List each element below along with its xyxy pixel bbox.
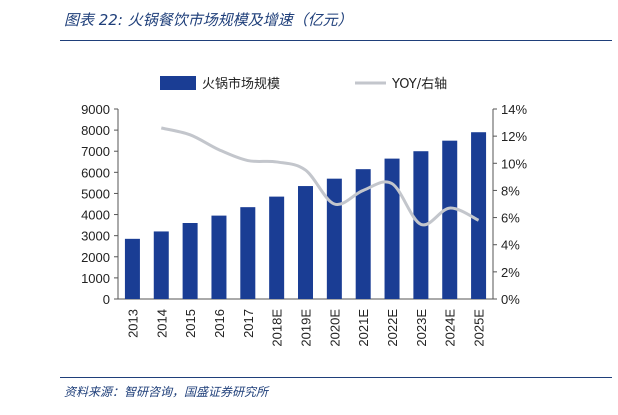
y-left-tick-label: 5000: [81, 186, 110, 201]
y-right-tick-label: 10%: [501, 156, 527, 171]
y-right-tick-label: 8%: [501, 183, 520, 198]
y-right-tick-label: 14%: [501, 102, 527, 117]
y-right-tick-label: 4%: [501, 238, 520, 253]
y-right-tick-label: 6%: [501, 211, 520, 226]
y-right-tick-label: 2%: [501, 265, 520, 280]
legend-line-label: YOY/右轴: [391, 77, 447, 92]
legend: 火锅市场规模 YOY/右轴: [160, 76, 447, 92]
x-tick-label: 2020E: [327, 309, 342, 347]
bar: [240, 207, 256, 299]
bar: [124, 238, 140, 299]
y-left-tick-label: 7000: [81, 144, 110, 159]
axes: 0 1000 2000 3000 4000 5000 6000 7000 8000 9000 0% 2…: [81, 102, 527, 347]
y-left-tick-label: 8000: [81, 123, 110, 138]
y-right-tick-label: 12%: [501, 129, 527, 144]
bars: [124, 132, 487, 299]
bar: [384, 158, 400, 299]
title-rule: [60, 40, 612, 41]
y-left-tick-label: 1000: [81, 271, 110, 286]
y-left-tick-label: 6000: [81, 165, 110, 180]
x-tick-label: 2015: [183, 309, 198, 338]
legend-bar-label: 火锅市场规模: [202, 76, 280, 92]
x-tick-label: 2024E: [443, 309, 458, 347]
bar: [355, 169, 371, 299]
legend-bar-swatch: [160, 76, 196, 90]
bar: [182, 223, 198, 299]
x-tick-label: 2013: [125, 309, 140, 338]
x-tick-label: 2014: [154, 309, 169, 338]
bar: [269, 196, 285, 299]
bar: [471, 132, 487, 299]
y-left-tick-label: 2000: [81, 250, 110, 265]
x-tick-label: 2022E: [385, 309, 400, 347]
bar: [153, 231, 169, 299]
y-left-tick-label: 4000: [81, 208, 110, 223]
x-tick-label: 2021E: [356, 309, 371, 347]
y-left-tick-label: 3000: [81, 229, 110, 244]
bar: [211, 215, 227, 299]
bar: [442, 140, 458, 299]
yoy-series-line: [160, 126, 480, 227]
bar: [298, 186, 313, 299]
x-tick-label: 2017: [241, 309, 256, 338]
x-tick-label: 2025E: [472, 309, 487, 347]
y-right-tick-label: 0%: [501, 292, 520, 307]
source-rule: [60, 377, 612, 378]
bar: [326, 178, 342, 299]
figure-title: 图表 22: 火锅餐饮市场规模及增速（亿元）: [64, 11, 353, 29]
figure-source: 资料来源：智研咨询，国盛证券研究所: [64, 385, 269, 399]
x-tick-label: 2016: [212, 309, 227, 338]
x-tick-label: 2018E: [270, 309, 285, 347]
x-tick-label: 2019E: [299, 309, 314, 347]
x-tick-label: 2023E: [414, 309, 429, 347]
y-left-tick-label: 0: [103, 292, 110, 307]
yoy-line: [160, 126, 480, 227]
y-left-tick-label: 9000: [81, 102, 110, 117]
